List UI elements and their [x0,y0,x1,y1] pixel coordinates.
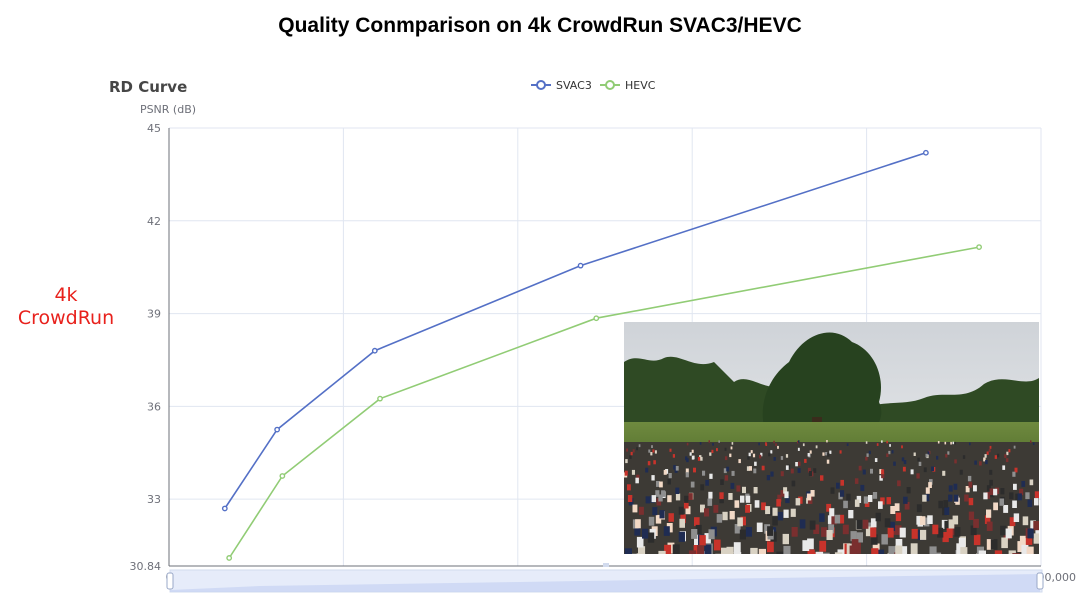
page-title: Quality Conmparison on 4k CrowdRun SVAC3… [278,14,802,37]
y-tick-label: 33 [147,493,161,506]
legend[interactable]: SVAC3 HEVC [531,79,656,92]
chart-title: RD Curve [109,78,187,96]
y-tick-label: 39 [147,308,161,321]
data-zoom-handle-left[interactable] [166,572,174,590]
sequence-label: 4k CrowdRun [10,284,122,330]
data-point-svac3 [221,505,228,512]
y-tick-label: 36 [147,400,161,413]
data-point-hevc [976,244,982,250]
crowd-run-photo [624,322,1039,554]
data-point-hevc [279,473,286,479]
y-tick-label: 45 [147,122,161,135]
data-zoom-shadow [170,574,1040,592]
data-point-svac3 [922,149,929,156]
legend-item-svac3[interactable]: SVAC3 [531,79,592,92]
sequence-label-line1: 4k [54,284,78,306]
big-tree [762,332,882,434]
data-zoom-slider[interactable] [166,563,1044,593]
y-tick-label: 42 [147,215,161,228]
legend-item-hevc[interactable]: HEVC [600,79,656,92]
legend-label-hevc: HEVC [625,79,656,92]
data-point-svac3 [577,262,584,269]
sequence-label-line2: CrowdRun [17,307,115,329]
data-point-svac3 [274,426,281,433]
data-point-svac3 [371,347,378,354]
data-zoom-handle-right[interactable] [1036,572,1044,590]
legend-label-svac3: SVAC3 [556,79,592,92]
data-zoom-move-handle[interactable] [603,563,609,567]
tree-line [624,356,1039,432]
data-point-hevc [377,395,383,402]
data-point-hevc [593,315,600,322]
y-axis-label: PSNR (dB) [140,103,196,116]
data-point-hevc [226,555,233,561]
series [221,149,982,561]
y-tick-label: 30.84 [130,560,162,573]
